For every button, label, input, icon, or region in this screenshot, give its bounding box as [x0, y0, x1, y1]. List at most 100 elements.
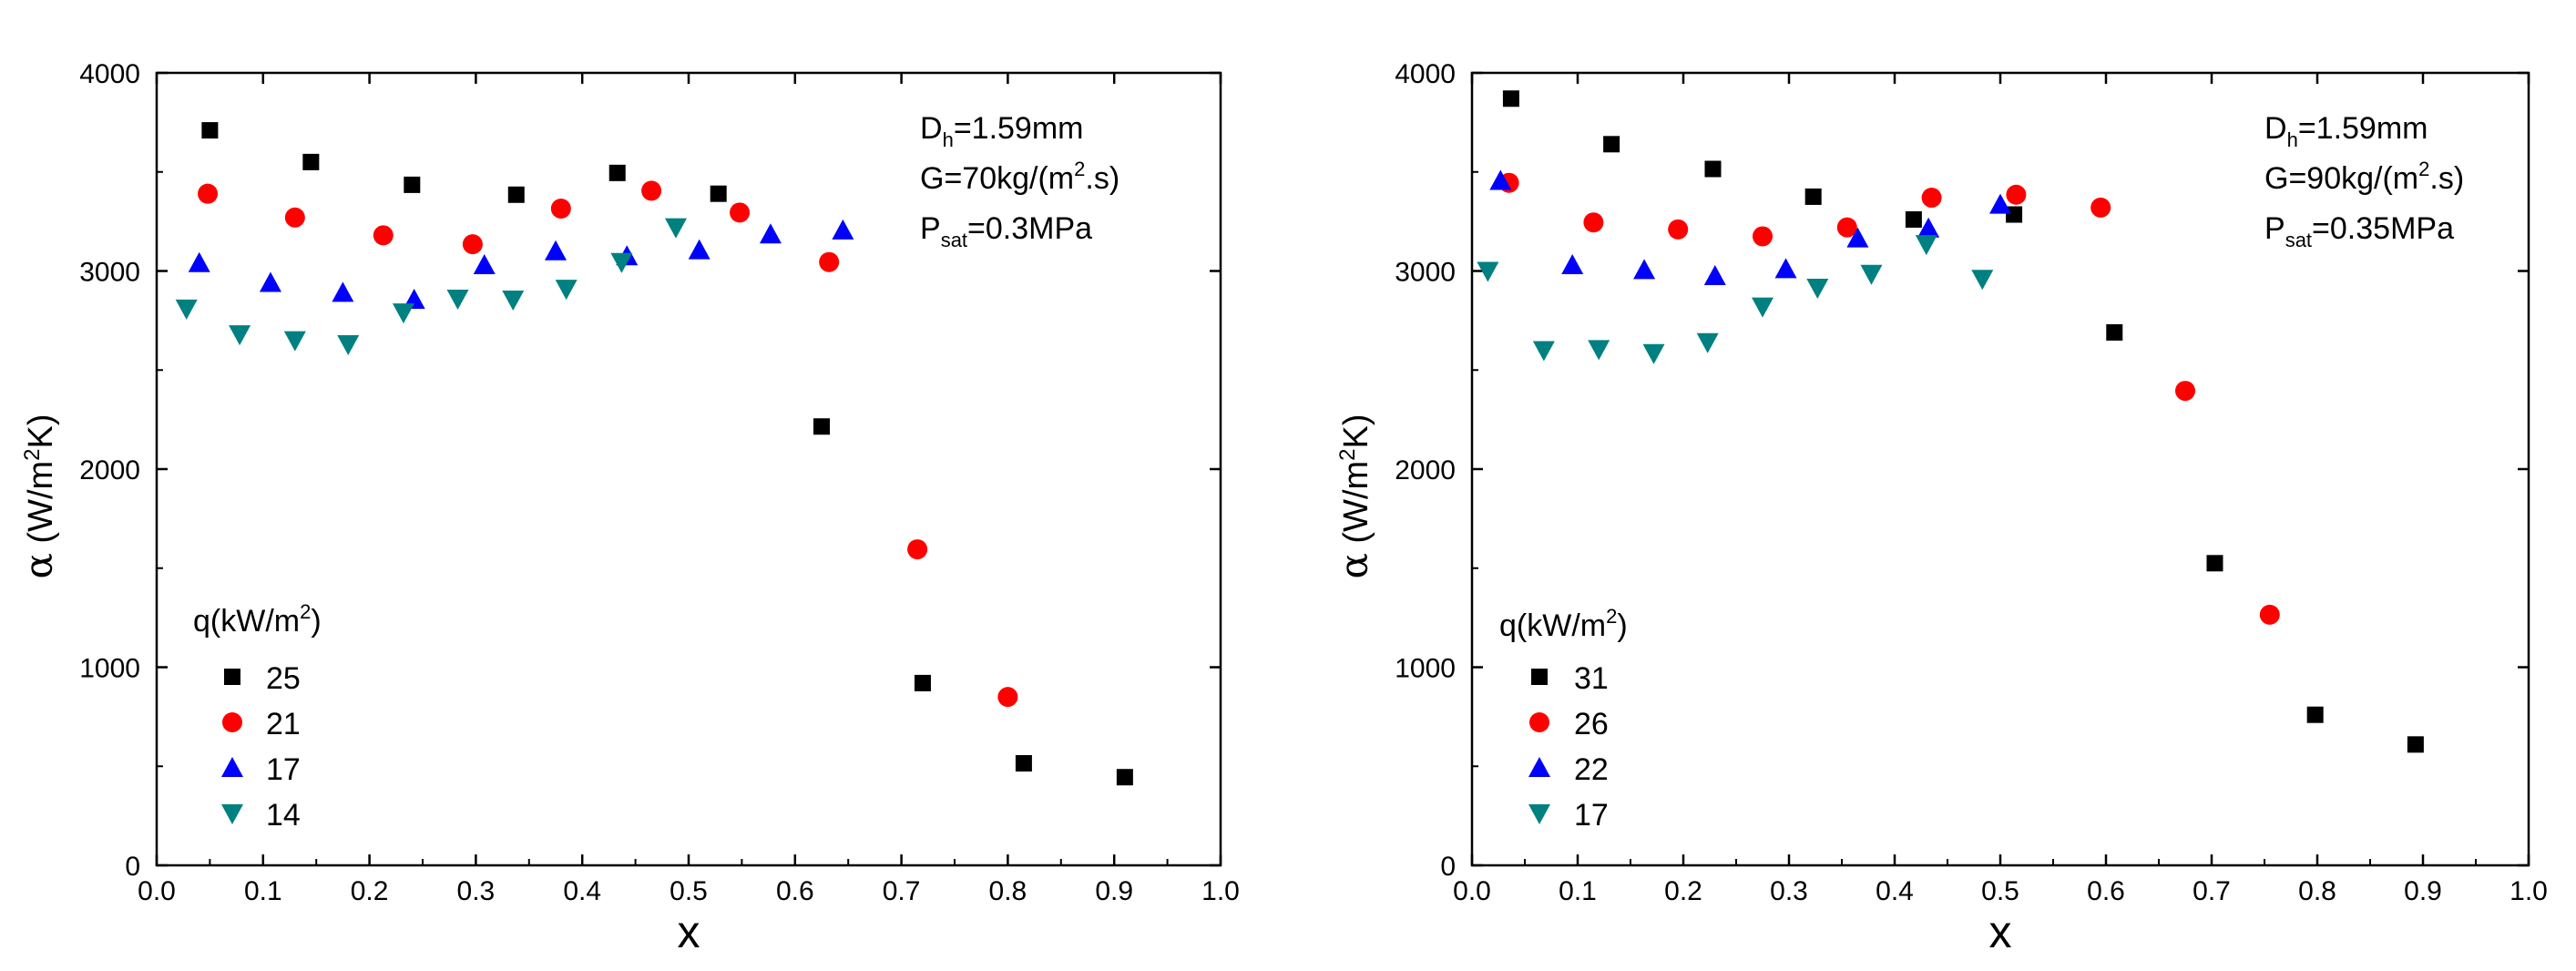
data-point	[2407, 736, 2424, 753]
data-point	[914, 674, 931, 691]
x-tick-label: 0.2	[351, 876, 389, 906]
legend-marker	[1529, 712, 1549, 732]
data-point	[1696, 332, 1719, 353]
data-point	[907, 539, 928, 560]
x-tick-label: 0.9	[1095, 876, 1133, 906]
data-point	[610, 252, 633, 273]
data-point	[819, 251, 840, 272]
annotation-line-1: Dh=1.59mm	[920, 111, 1084, 151]
legend-label: 21	[266, 707, 301, 741]
data-point	[1489, 169, 1512, 190]
x-tick-label: 0.6	[2087, 876, 2125, 906]
legend-label: 31	[1574, 661, 1609, 696]
legend-label: 17	[266, 752, 301, 787]
legend-marker	[221, 804, 243, 824]
data-point	[813, 418, 830, 435]
data-point	[507, 186, 525, 203]
y-tick-label: 2000	[1395, 455, 1456, 486]
legend-title: q(kW/m2)	[193, 600, 322, 639]
x-axis-title: x	[1989, 906, 2012, 957]
data-point	[2106, 323, 2123, 341]
series-14-triangle-down	[175, 218, 687, 355]
data-point	[188, 251, 210, 272]
data-point	[337, 334, 360, 355]
data-point	[759, 223, 782, 244]
legend-label: 14	[266, 798, 301, 833]
series-31-square	[1502, 90, 2424, 753]
data-point	[555, 280, 578, 301]
x-tick-label: 1.0	[2510, 876, 2548, 906]
y-axis-title: α (W/m2K)	[1332, 414, 1376, 578]
data-point	[1836, 217, 1857, 238]
y-tick-label: 0	[1440, 852, 1456, 882]
x-tick-label: 0.7	[883, 876, 921, 906]
legend-title: q(kW/m2)	[1499, 605, 1628, 643]
legend-marker	[1528, 757, 1550, 777]
legend-label: 26	[1574, 707, 1609, 741]
series-22-triangle-up	[1489, 169, 2011, 285]
data-point	[473, 253, 496, 274]
data-point	[373, 225, 394, 246]
data-point	[2090, 197, 2111, 218]
y-axis-title: α (W/m2K)	[16, 414, 61, 578]
data-point	[608, 164, 626, 181]
data-point	[641, 180, 662, 201]
x-tick-label: 0.9	[2404, 876, 2442, 906]
data-point	[198, 183, 219, 204]
data-point	[1921, 188, 1942, 209]
data-point	[1668, 219, 1689, 240]
data-point	[502, 291, 525, 312]
annotation-line-2: G=70kg/(m2.s)	[920, 158, 1119, 196]
legend-label: 25	[266, 661, 301, 696]
x-tick-label: 0.6	[776, 876, 814, 906]
series-17-triangle-down	[1477, 235, 1994, 364]
data-point	[1971, 270, 1994, 291]
x-tick-label: 0.4	[563, 876, 601, 906]
data-point	[1860, 264, 1883, 285]
data-point	[832, 219, 854, 240]
data-point	[446, 289, 469, 310]
data-point	[1703, 264, 1726, 285]
y-tick-label: 4000	[1395, 59, 1456, 89]
x-tick-label: 0.2	[1664, 876, 1702, 906]
data-point	[1502, 90, 1519, 107]
y-tick-label: 3000	[1395, 258, 1456, 288]
data-point	[730, 202, 751, 223]
data-point	[664, 218, 687, 239]
data-point	[2259, 604, 2280, 625]
data-point	[1477, 261, 1499, 282]
data-point	[1015, 754, 1032, 772]
y-tick-label: 4000	[79, 59, 140, 89]
data-point	[1704, 160, 1722, 178]
y-tick-label: 1000	[79, 654, 140, 684]
data-point	[1917, 217, 1940, 238]
data-point	[1989, 193, 2011, 214]
data-point	[462, 234, 483, 255]
data-point	[1753, 226, 1773, 247]
annotation-line-3: Psat=0.35MPa	[2264, 211, 2454, 251]
x-tick-label: 1.0	[1201, 876, 1240, 906]
legend: q(kW/m2) 25 21 17 14	[193, 600, 322, 833]
data-point	[201, 122, 219, 139]
legend-marker	[1531, 669, 1548, 685]
series-26-circle	[1498, 172, 2280, 625]
data-point	[332, 281, 354, 302]
data-point	[404, 176, 421, 193]
y-tick-label: 3000	[79, 258, 140, 288]
legend: q(kW/m2) 31 26 22 17	[1499, 605, 1628, 833]
chart-panel-2: 0.0 0.1 0.2 0.3 0.4 0.5 0.6 0.7 0.8 0.9 1.0 0 1000 20…	[1332, 59, 2548, 957]
legend-marker	[221, 757, 243, 777]
data-point	[302, 153, 320, 170]
data-point	[259, 271, 281, 292]
x-axis-title: x	[678, 906, 700, 957]
data-point	[2175, 381, 2195, 402]
data-point	[1642, 343, 1665, 364]
legend-marker	[1528, 804, 1550, 824]
data-point	[284, 207, 305, 228]
data-point	[545, 240, 567, 261]
data-point	[229, 325, 251, 346]
data-point	[1752, 297, 1774, 318]
data-point	[2006, 184, 2027, 205]
data-point	[550, 198, 571, 219]
